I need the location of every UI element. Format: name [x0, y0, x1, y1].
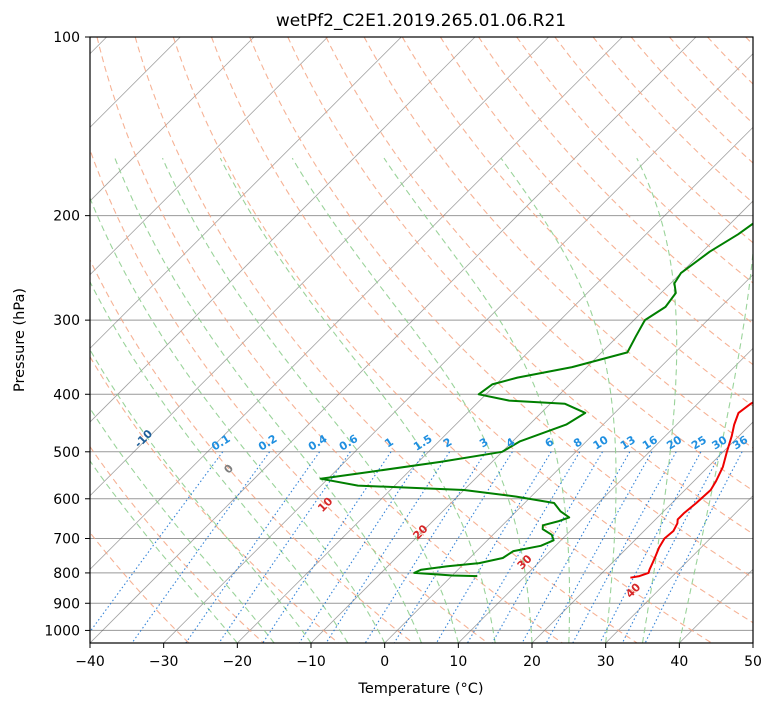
isotherm-line: [16, 37, 622, 643]
mixing-ratio-line: [394, 452, 512, 643]
moist-adiabat: [637, 158, 677, 643]
isotherm-lines: [0, 37, 775, 643]
y-tick-label: 100: [53, 30, 80, 46]
y-axis-ticks: 100 200 300 400 500 600 700 800 900 1000: [44, 30, 90, 639]
sounding-series: [321, 37, 775, 578]
dry-adiabat: [59, 37, 488, 643]
dry-adiabat: [0, 37, 189, 643]
dewpoint-line: [321, 37, 775, 576]
y-tick-label: 800: [53, 566, 80, 582]
dry-adiabat: [0, 37, 338, 643]
y-tick-label: 600: [53, 492, 80, 508]
mixing-ratio-line: [468, 452, 580, 643]
x-tick-label: −20: [223, 654, 253, 670]
mixing-ratio-label: 25: [689, 433, 709, 452]
dry-adiabat: [21, 37, 413, 643]
x-tick-label: 20: [523, 654, 541, 670]
x-tick-label: 40: [670, 654, 688, 670]
dry-adiabat: [555, 37, 775, 643]
moist-adiabat: [40, 158, 348, 643]
dry-adiabat: [708, 37, 775, 643]
x-tick-label: 10: [449, 654, 467, 670]
mixing-ratio-line: [299, 452, 425, 643]
mixing-ratio-label: 16: [640, 433, 660, 452]
y-tick-label: 300: [53, 313, 80, 329]
dry-adiabat: [0, 37, 264, 643]
dry-adiabat-label: -10: [132, 427, 155, 450]
mixing-ratio-line: [546, 452, 652, 643]
mixing-ratio-lines: [82, 452, 742, 643]
y-tick-label: 400: [53, 387, 80, 403]
y-tick-label: 500: [53, 445, 80, 461]
moist-adiabat: [75, 158, 385, 643]
isotherm-line: [0, 37, 401, 643]
isotherm-line: [753, 37, 775, 643]
mixing-ratio-line: [365, 452, 486, 643]
mixing-ratio-label: 8: [571, 435, 584, 450]
mixing-ratio-label: 0.6: [337, 432, 361, 454]
mixing-ratio-label: 1: [382, 435, 395, 450]
isotherm-line: [0, 37, 254, 643]
moist-adiabat: [0, 158, 274, 643]
chart-title: wetPf2_C2E1.2019.265.01.06.R21: [276, 11, 566, 31]
x-tick-label: −30: [149, 654, 179, 670]
y-tick-label: 200: [53, 209, 80, 225]
y-tick-label: 700: [53, 532, 80, 548]
moist-adiabat-lines: [0, 158, 756, 643]
mixing-ratio-line: [600, 452, 701, 643]
isotherm-line: [311, 37, 775, 643]
mixing-ratio-label: 0.4: [306, 432, 330, 454]
moist-adiabat: [220, 158, 495, 643]
x-tick-label: −10: [296, 654, 326, 670]
y-tick-label: 900: [53, 596, 80, 612]
plot-area: 0.10.20.40.611.52346810131620253036-100-…: [0, 37, 775, 643]
y-axis-label: Pressure (hPa): [12, 288, 28, 392]
dry-adiabat: [593, 37, 775, 643]
x-tick-label: 30: [597, 654, 615, 670]
mixing-ratio-line: [573, 452, 676, 643]
isotherm-line: [679, 37, 775, 643]
isotherm-line: [237, 37, 775, 643]
mixing-ratio-label: 10: [591, 433, 611, 452]
y-tick-label: 1000: [44, 623, 80, 639]
dry-adiabat-lines: [0, 37, 775, 643]
isotherm-line: [164, 37, 770, 643]
moist-adiabat: [0, 158, 237, 643]
x-tick-label: −40: [75, 654, 105, 670]
dry-adiabat-label: 40: [623, 580, 643, 600]
mixing-ratio-line: [326, 452, 450, 643]
mixing-ratio-label: 6: [543, 435, 557, 450]
isotherm-line: [0, 37, 475, 643]
dry-adiabat: [746, 37, 775, 643]
mixing-ratio-label: 20: [664, 433, 684, 452]
dry-adiabat: [135, 37, 637, 643]
x-tick-label: 50: [744, 654, 762, 670]
dry-adiabat: [97, 37, 562, 643]
x-tick-label: 0: [380, 654, 389, 670]
dry-adiabat: [669, 37, 775, 643]
isotherm-line: [90, 37, 696, 643]
moist-adiabat: [384, 158, 570, 643]
mixing-ratio-label: 0.2: [256, 432, 279, 453]
dry-adiabat-label: 10: [315, 494, 335, 514]
x-axis-ticks: −40 −30 −20 −10 0 10 20 30 40 50: [75, 643, 762, 670]
dry-adiabat: [479, 37, 775, 643]
moist-adiabat: [292, 158, 532, 643]
isotherm-line: [458, 37, 775, 643]
mixing-ratio-label: 36: [730, 433, 750, 452]
mixing-ratio-label: 1.5: [411, 432, 434, 453]
plot-frame: [90, 37, 753, 643]
x-axis-label: Temperature (°C): [357, 681, 483, 697]
